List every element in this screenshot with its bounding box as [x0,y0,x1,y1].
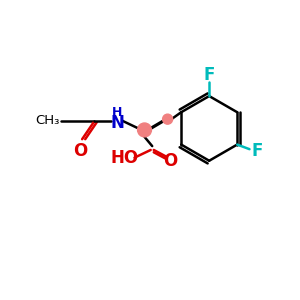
Text: H: H [112,106,123,119]
Circle shape [138,123,152,137]
Circle shape [163,114,172,124]
Text: F: F [203,65,215,83]
Text: N: N [111,114,124,132]
Text: O: O [164,152,178,170]
Text: O: O [74,142,88,160]
Text: F: F [251,142,263,160]
Text: HO: HO [110,149,139,167]
Text: CH₃: CH₃ [35,114,60,127]
